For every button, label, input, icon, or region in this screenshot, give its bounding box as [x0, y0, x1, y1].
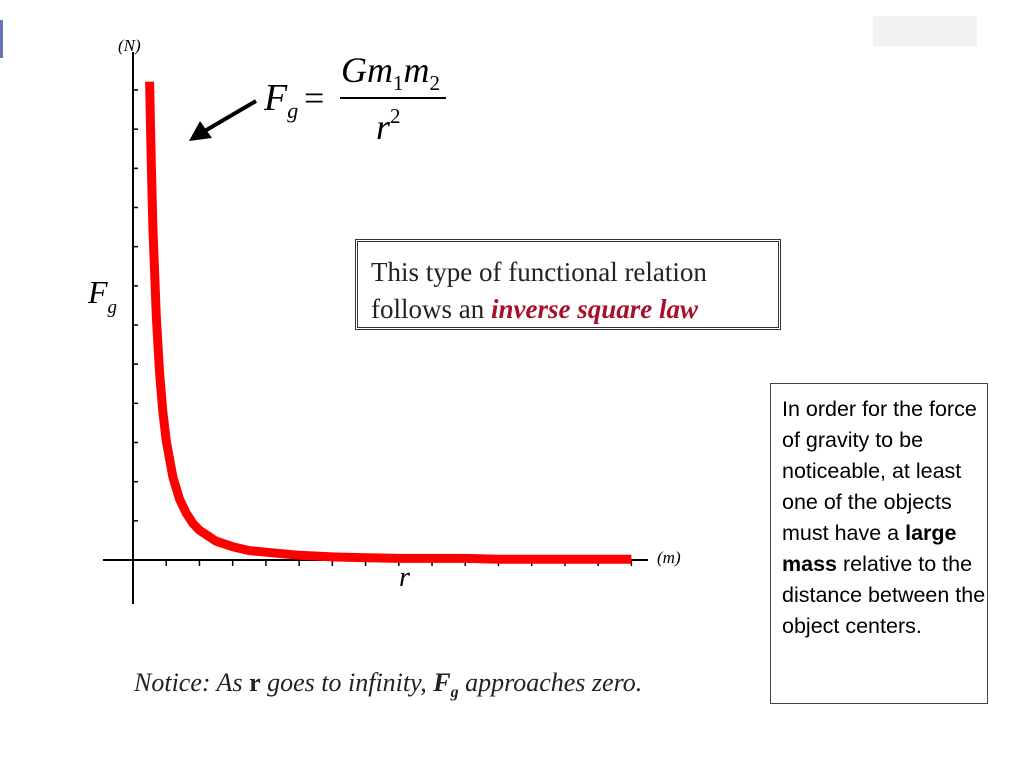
formula-denominator: r2 — [376, 104, 401, 147]
formula-lhs: Fg — [263, 77, 298, 123]
arrow-shaft — [201, 99, 258, 134]
inverse-square-callout: This type of functional relation follows… — [355, 239, 781, 330]
notice-caption: Notice: As r goes to infinity, Fg approa… — [134, 668, 643, 702]
arrow-head-icon — [189, 121, 212, 141]
callout-emphasis: inverse square law — [490, 294, 698, 324]
side-note-box: In order for the force of gravity to be … — [770, 383, 988, 704]
force-curve — [145, 81, 632, 564]
y-axis-label: Fg — [87, 274, 117, 318]
formula-numerator: Gm1m2 — [341, 50, 440, 95]
x-axis-label: r — [399, 562, 410, 593]
gravity-formula: Fg = Gm1m2 r2 — [263, 50, 446, 147]
formula-equals: = — [304, 78, 324, 118]
slide-edge-accent — [0, 20, 3, 58]
y-axis-unit: (N) — [118, 36, 141, 55]
side-note-emphasis: large mass — [782, 521, 957, 576]
callout-line-1: This type of functional relation — [371, 257, 707, 287]
corner-placeholder — [873, 16, 977, 46]
callout-line-2: follows an inverse square law — [371, 294, 698, 324]
formula-arrow — [189, 99, 258, 141]
x-axis-unit: (m) — [657, 548, 681, 567]
